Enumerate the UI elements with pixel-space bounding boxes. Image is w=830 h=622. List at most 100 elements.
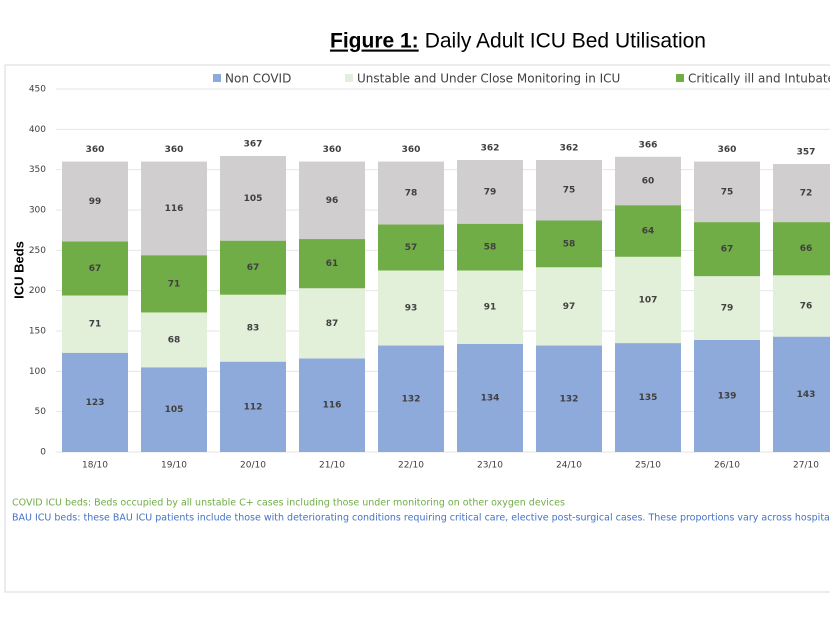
total-label: 357 <box>797 148 816 158</box>
x-tick-label: 27/10 <box>793 461 819 471</box>
bar-segment <box>773 222 830 276</box>
value-label: 67 <box>721 245 734 255</box>
value-label: 67 <box>247 263 260 273</box>
value-label: 71 <box>89 320 102 330</box>
value-label: 112 <box>244 402 263 412</box>
footnote: BAU ICU beds: these BAU ICU patients inc… <box>12 513 830 524</box>
x-tick-label: 26/10 <box>714 461 740 471</box>
value-label: 75 <box>721 187 734 197</box>
value-label: 107 <box>639 295 658 305</box>
y-tick-label: 150 <box>29 327 46 337</box>
value-label: 79 <box>484 187 497 197</box>
value-label: 93 <box>405 304 418 314</box>
bar-segment <box>536 267 602 346</box>
bar-segment <box>615 156 681 206</box>
value-label: 71 <box>168 279 181 289</box>
bar-segment <box>141 367 207 452</box>
bar-segment <box>299 161 365 240</box>
bar-segment <box>615 205 681 257</box>
legend-swatch <box>345 74 353 82</box>
y-tick-label: 400 <box>29 125 46 135</box>
total-label: 366 <box>639 140 658 150</box>
total-label: 367 <box>244 139 263 149</box>
bar-segment <box>773 164 830 223</box>
value-label: 78 <box>405 189 418 199</box>
value-label: 135 <box>639 393 658 403</box>
bar-segment <box>62 241 128 296</box>
value-label: 116 <box>323 401 342 411</box>
bar-segment <box>220 361 286 452</box>
bar-segment <box>694 222 760 277</box>
bar-segment <box>457 270 523 344</box>
footnote: COVID ICU beds: Beds occupied by all uns… <box>12 498 565 509</box>
bar-segment <box>62 161 128 242</box>
value-label: 66 <box>800 244 813 254</box>
value-label: 83 <box>247 324 260 334</box>
total-label: 362 <box>560 143 579 153</box>
value-label: 58 <box>563 239 576 249</box>
bar-segment <box>615 256 681 344</box>
x-tick-label: 18/10 <box>82 461 108 471</box>
bar-segment <box>220 240 286 295</box>
bar-segment <box>536 159 602 221</box>
value-label: 91 <box>484 303 497 313</box>
value-label: 123 <box>86 398 105 408</box>
value-label: 139 <box>718 391 737 401</box>
total-label: 360 <box>165 145 184 155</box>
bar-segment <box>694 276 760 340</box>
x-tick-label: 20/10 <box>240 461 266 471</box>
y-tick-label: 100 <box>29 367 46 377</box>
bar-segment <box>220 155 286 241</box>
value-label: 57 <box>405 243 418 253</box>
bar-segment <box>378 345 444 452</box>
total-label: 360 <box>402 145 421 155</box>
value-label: 64 <box>642 226 655 236</box>
y-tick-label: 300 <box>29 206 46 216</box>
bar-segment <box>694 161 760 223</box>
x-tick-label: 21/10 <box>319 461 345 471</box>
y-tick-label: 250 <box>29 246 46 256</box>
x-tick-label: 23/10 <box>477 461 503 471</box>
value-label: 67 <box>89 264 102 274</box>
bar-segment <box>141 255 207 313</box>
legend-swatch <box>676 74 684 82</box>
value-label: 116 <box>165 204 184 214</box>
value-label: 99 <box>89 197 102 207</box>
y-tick-label: 350 <box>29 165 46 175</box>
figure-label: Figure 1: <box>330 30 419 53</box>
total-label: 360 <box>86 145 105 155</box>
bar-segment <box>457 343 523 452</box>
bar-segment <box>378 270 444 346</box>
value-label: 72 <box>800 189 813 199</box>
bar-segment <box>773 336 830 452</box>
bar-segment <box>457 159 523 224</box>
x-tick-label: 24/10 <box>556 461 582 471</box>
bar-segment <box>536 220 602 268</box>
legend-label: Non COVID <box>225 72 291 86</box>
bar-segment <box>378 161 444 225</box>
value-label: 76 <box>800 301 813 311</box>
bar-segment <box>299 239 365 289</box>
bar-segment <box>220 294 286 362</box>
value-label: 79 <box>721 304 734 314</box>
value-label: 143 <box>797 390 816 400</box>
chart-title: Daily Adult ICU Bed Utilisation <box>425 30 706 53</box>
value-label: 68 <box>168 335 181 345</box>
bar-segment <box>299 358 365 452</box>
value-label: 132 <box>560 394 579 404</box>
bar-segment <box>62 295 128 353</box>
bar-segment <box>62 352 128 452</box>
bar-segment <box>299 288 365 359</box>
bar-segment <box>773 275 830 337</box>
value-label: 58 <box>484 243 497 253</box>
y-tick-label: 200 <box>29 286 46 296</box>
value-label: 105 <box>244 194 263 204</box>
bar-segment <box>141 161 207 256</box>
legend-label: Unstable and Under Close Monitoring in I… <box>357 72 620 86</box>
y-tick-label: 50 <box>35 407 47 417</box>
value-label: 134 <box>481 393 500 403</box>
legend-label: Critically ill and Intubated <box>688 72 830 86</box>
bar-segment <box>615 343 681 452</box>
value-label: 96 <box>326 196 339 206</box>
